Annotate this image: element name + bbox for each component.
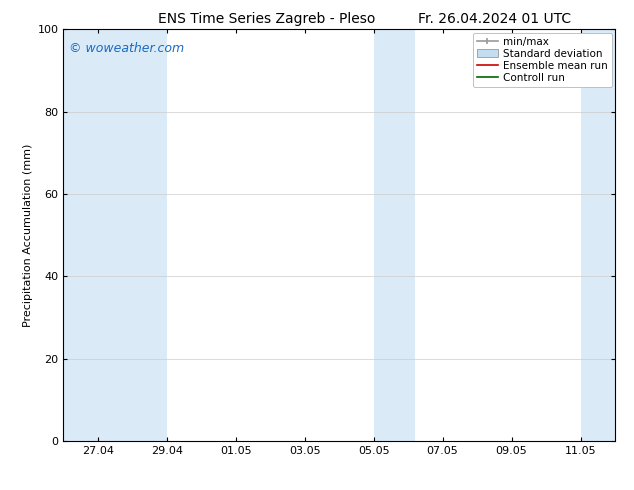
Bar [373,29,415,441]
Y-axis label: Precipitation Accumulation (mm): Precipitation Accumulation (mm) [23,144,34,327]
Bar [98,29,167,441]
Text: © woweather.com: © woweather.com [69,42,184,55]
Bar [63,29,98,441]
Text: ENS Time Series Zagreb - Pleso: ENS Time Series Zagreb - Pleso [158,12,375,26]
Bar [581,29,615,441]
Text: Fr. 26.04.2024 01 UTC: Fr. 26.04.2024 01 UTC [418,12,571,26]
Legend: min/max, Standard deviation, Ensemble mean run, Controll run: min/max, Standard deviation, Ensemble me… [473,32,612,87]
